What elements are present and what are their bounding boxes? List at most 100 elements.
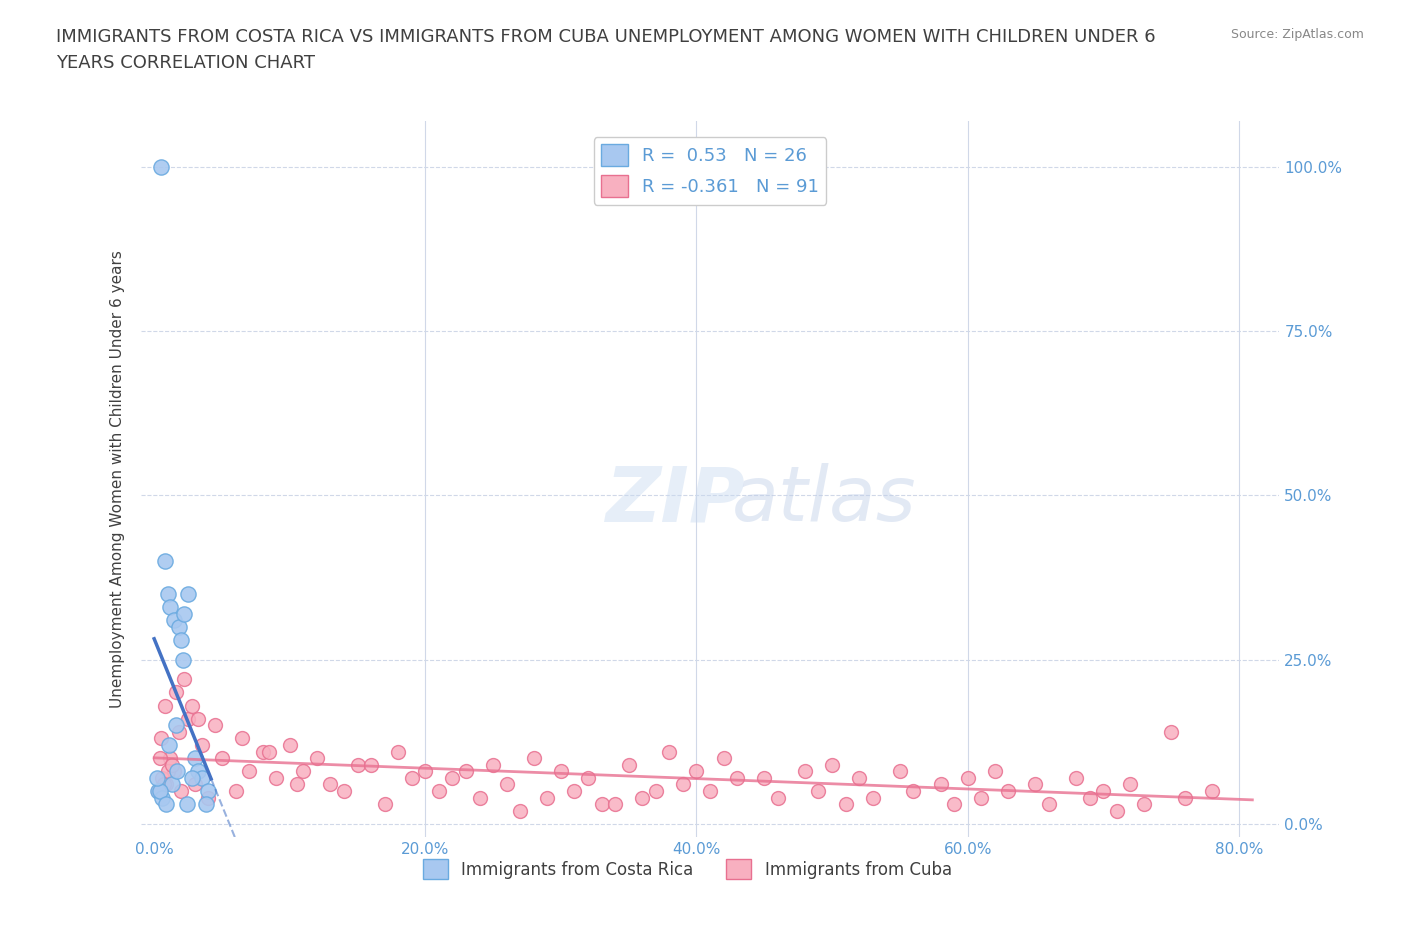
Point [150,770,173,785]
Point [685,764,707,778]
Legend: Immigrants from Costa Rica, Immigrants from Cuba: Immigrants from Costa Rica, Immigrants f… [416,852,959,886]
Point [1174,790,1197,805]
Point [1119,777,1142,791]
Point [387,744,409,759]
Text: IMMIGRANTS FROM COSTA RICA VS IMMIGRANTS FROM CUBA UNEMPLOYMENT AMONG WOMEN WITH: IMMIGRANTS FROM COSTA RICA VS IMMIGRANTS… [56,28,1156,73]
Point [346,757,368,772]
Point [821,757,844,772]
Point [146,770,169,785]
Point [413,764,436,778]
Point [576,770,599,785]
Point [713,751,735,765]
Point [186,764,208,778]
Point [834,797,856,812]
Point [238,764,260,778]
Point [173,671,195,686]
Point [550,764,572,778]
Text: atlas: atlas [731,463,917,538]
Point [172,652,194,667]
Point [204,718,226,733]
Point [374,797,396,812]
Point [177,587,200,602]
Point [441,770,464,785]
Point [153,553,176,568]
Point [360,757,382,772]
Point [997,784,1019,799]
Point [197,790,219,805]
Point [1133,797,1156,812]
Point [264,770,287,785]
Point [278,737,301,752]
Point [225,784,247,799]
Point [1038,797,1060,812]
Point [903,784,925,799]
Point [699,784,721,799]
Point [155,777,177,791]
Point [259,744,281,759]
Point [605,797,627,812]
Point [157,737,180,752]
Point [160,757,183,772]
Point [658,744,681,759]
Point [292,764,315,778]
Point [166,764,188,778]
Point [970,790,993,805]
Point [252,744,274,759]
Point [1078,790,1101,805]
Text: ZIP: ZIP [606,463,745,538]
Point [149,784,172,799]
Point [197,784,219,799]
Point [591,797,613,812]
Point [167,619,190,634]
Point [190,737,212,752]
Point [156,587,179,602]
Point [170,784,193,799]
Point [184,777,207,791]
Point [305,751,328,765]
Point [163,613,186,628]
Point [149,731,172,746]
Point [156,764,179,778]
Point [149,159,172,174]
Point [184,751,207,765]
Point [148,784,170,799]
Point [153,698,176,713]
Point [984,764,1007,778]
Point [468,790,491,805]
Point [186,711,208,726]
Point [148,784,170,799]
Point [631,790,654,805]
Point [155,797,177,812]
Point [150,790,173,805]
Point [176,797,198,812]
Point [509,804,531,818]
Point [194,797,217,812]
Point [929,777,952,791]
Point [644,784,666,799]
Point [754,770,776,785]
Point [163,764,186,778]
Point [1201,784,1223,799]
Point [167,724,190,739]
Point [1024,777,1046,791]
Point [1105,804,1128,818]
Point [231,731,253,746]
Y-axis label: Unemployment Among Women with Children Under 6 years: Unemployment Among Women with Children U… [110,250,125,708]
Point [956,770,979,785]
Point [862,790,884,805]
Point [152,777,174,791]
Point [848,770,870,785]
Point [495,777,517,791]
Point [401,770,423,785]
Point [170,632,193,647]
Point [482,757,505,772]
Point [285,777,308,791]
Point [333,784,356,799]
Point [1092,784,1115,799]
Text: Source: ZipAtlas.com: Source: ZipAtlas.com [1230,28,1364,41]
Point [181,698,204,713]
Point [564,784,586,799]
Point [160,777,183,791]
Point [173,606,195,621]
Point [943,797,966,812]
